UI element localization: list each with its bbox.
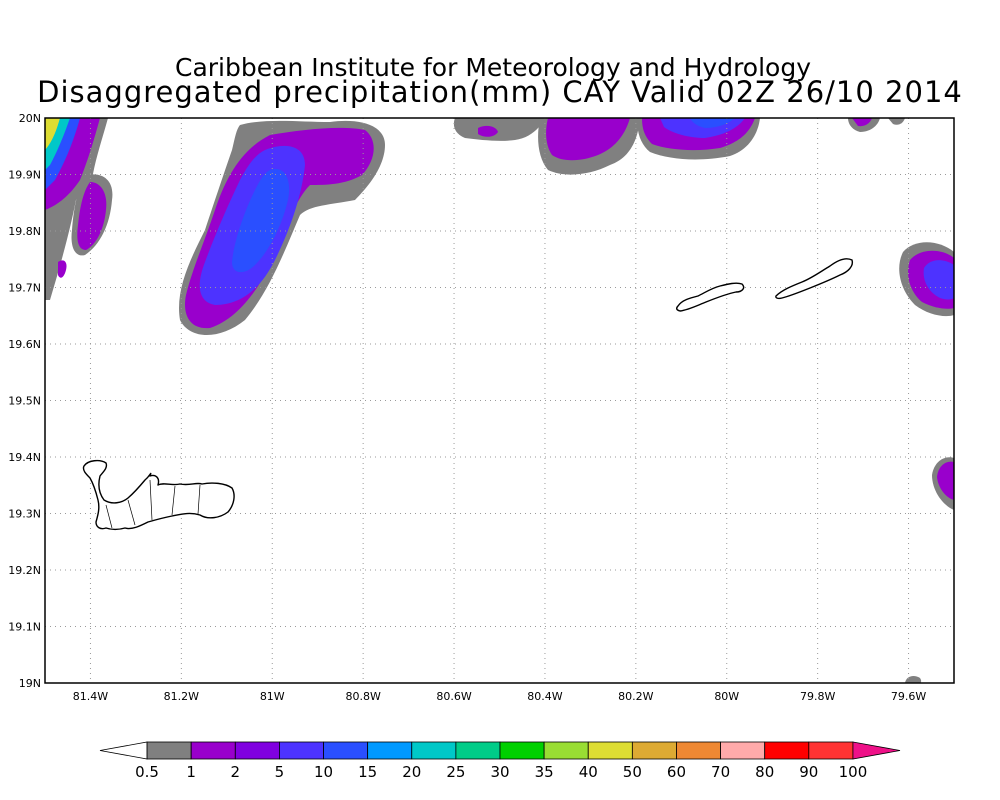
- precip-cell-top-center-b-core: [546, 118, 630, 161]
- colorbar-label: 20: [402, 763, 421, 781]
- longitude-tick-label: 81.4W: [73, 690, 108, 703]
- cayman-brac-island: [775, 258, 854, 300]
- precip-cell-tiny-top-east-core: [852, 118, 872, 127]
- precip-cell-northwest-corner-max: [45, 118, 60, 150]
- latitude-tick-label: 19.9N: [8, 169, 41, 182]
- latitude-tick-label: 19.8N: [8, 225, 41, 238]
- map-graticule: [45, 118, 954, 683]
- colorbar-label: 70: [711, 763, 730, 781]
- latitude-tick-label: 19.6N: [8, 338, 41, 351]
- colorbar-label: 0.5: [135, 763, 159, 781]
- latitude-tick-label: 19.3N: [8, 508, 41, 521]
- precip-cell-top-right-peak: [690, 118, 735, 128]
- grand-cayman-island: [82, 459, 235, 531]
- map-title-institute: Caribbean Institute for Meteorology and …: [175, 53, 811, 82]
- longitude-tick-label: 80.6W: [436, 690, 471, 703]
- longitude-tick-label: 80.4W: [527, 690, 562, 703]
- colorbar-label: 10: [314, 763, 333, 781]
- colorbar-swatch: [764, 741, 810, 760]
- colorbar-label: 5: [275, 763, 285, 781]
- colorbar-swatch: [190, 741, 236, 760]
- little-cayman-island: [676, 282, 745, 312]
- colorbar-label: 1: [186, 763, 196, 781]
- colorbar-swatch: [587, 741, 633, 760]
- latitude-tick-label: 19.5N: [8, 395, 41, 408]
- colorbar-max-triangle: [852, 741, 901, 760]
- colorbar-label: 90: [799, 763, 818, 781]
- longitude-tick-label: 80W: [714, 690, 739, 703]
- colorbar-swatch: [720, 741, 766, 760]
- longitude-tick-label: 80.2W: [618, 690, 653, 703]
- colorbar-label: 40: [579, 763, 598, 781]
- precip-cell-tiny-top-far-east: [888, 118, 905, 125]
- longitude-tick-label: 81W: [260, 690, 285, 703]
- colorbar-swatch: [146, 741, 192, 760]
- coastlines: [82, 258, 854, 531]
- latitude-tick-label: 19.2N: [8, 564, 41, 577]
- longitude-tick-label: 79.6W: [891, 690, 926, 703]
- precip-band-large-peak: [232, 169, 290, 273]
- colorbar-swatch: [455, 741, 501, 760]
- latitude-tick-label: 19N: [19, 677, 41, 690]
- colorbar-label: 100: [839, 763, 868, 781]
- precip-cell-top-center-a-core: [478, 125, 498, 137]
- colorbar-swatch: [631, 741, 677, 760]
- longitude-tick-label: 79.8W: [800, 690, 835, 703]
- colorbar-label: 60: [667, 763, 686, 781]
- colorbar-min-triangle: [99, 741, 148, 760]
- colorbar-swatch: [808, 741, 854, 760]
- colorbar-label: 2: [231, 763, 241, 781]
- colorbar-label: 25: [446, 763, 465, 781]
- longitude-tick-label: 80.8W: [345, 690, 380, 703]
- longitude-tick-label: 81.2W: [164, 690, 199, 703]
- latitude-tick-labels: 20N 19.9N 19.8N 19.7N 19.6N 19.5N 19.4N 19.3N 19…: [8, 112, 41, 690]
- colorbar-swatch: [367, 741, 413, 760]
- precip-cell-east-edge-inner: [923, 260, 954, 300]
- colorbar-swatch: [676, 741, 721, 760]
- precipitation-colorbar: 0.5 1 2 5 10 15 20 25 30 35 40 50 60 70 80 90 100: [99, 741, 901, 781]
- longitude-tick-labels: 81.4W 81.2W 81W 80.8W 80.6W 80.4W 80.2W 80W 79.8…: [73, 690, 927, 703]
- colorbar-swatch: [543, 741, 589, 760]
- latitude-tick-label: 20N: [19, 112, 41, 125]
- precip-cell-east-lower-core: [937, 461, 954, 500]
- precip-cell-small-northwest-core: [77, 182, 107, 250]
- colorbar-label: 50: [623, 763, 642, 781]
- colorbar-swatch: [499, 741, 545, 760]
- grand-cayman-internal-boundaries: [105, 479, 201, 529]
- map-plot-area: [45, 118, 954, 683]
- map-title-product: Disaggregated precipitation(mm) CAY Vali…: [37, 75, 963, 109]
- colorbar-swatch: [234, 741, 280, 760]
- colorbar-label: 30: [490, 763, 509, 781]
- colorbar-swatch: [411, 741, 457, 760]
- colorbar-label: 15: [358, 763, 377, 781]
- latitude-tick-label: 19.7N: [8, 282, 41, 295]
- precip-cell-top-center-a: [453, 118, 545, 141]
- colorbar-swatch: [323, 741, 369, 760]
- colorbar-label: 35: [535, 763, 554, 781]
- latitude-tick-label: 19.4N: [8, 451, 41, 464]
- precip-cell-tiny-west: [58, 260, 67, 278]
- colorbar-swatch: [279, 741, 324, 760]
- colorbar-label: 80: [755, 763, 774, 781]
- precipitation-field: [45, 118, 954, 683]
- map-frame: [44, 117, 955, 684]
- latitude-tick-label: 19.1N: [8, 621, 41, 634]
- precip-cell-south-edge: [905, 675, 922, 683]
